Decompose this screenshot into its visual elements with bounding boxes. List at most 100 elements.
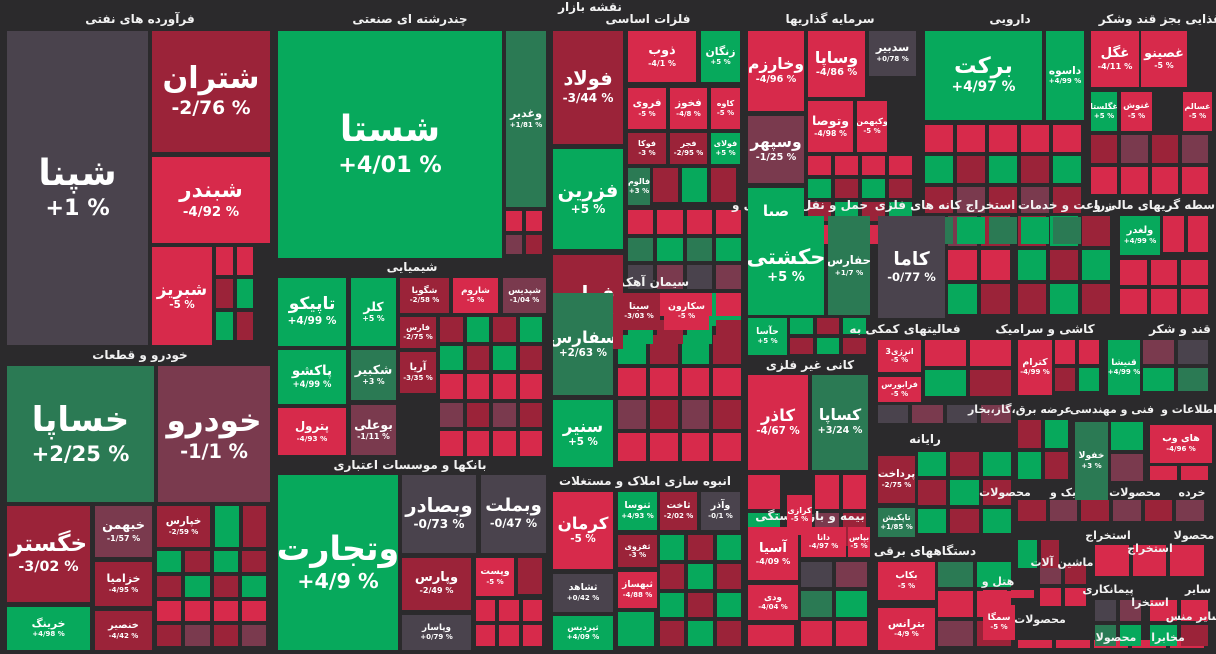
stock-tile[interactable]: ودی -4/04 % — [748, 585, 798, 620]
stock-tile[interactable] — [1150, 260, 1178, 285]
stock-tile[interactable]: وآذر -0/1 % — [701, 492, 740, 530]
stock-tile[interactable] — [242, 506, 266, 547]
stock-tile[interactable] — [1181, 625, 1208, 646]
stock-tile[interactable] — [970, 370, 1011, 396]
stock-tile[interactable] — [466, 402, 489, 428]
stock-tile[interactable] — [716, 621, 741, 646]
stock-tile[interactable] — [957, 125, 985, 152]
stock-tile[interactable]: فوکا -3 % — [628, 133, 666, 164]
stock-tile[interactable] — [1176, 500, 1204, 521]
stock-tile[interactable] — [157, 600, 182, 622]
stock-tile[interactable] — [1181, 166, 1208, 194]
stock-tile[interactable] — [981, 284, 1010, 314]
stock-tile[interactable] — [1120, 289, 1147, 314]
stock-tile[interactable] — [618, 400, 646, 429]
stock-tile[interactable] — [716, 592, 741, 618]
stock-tile[interactable] — [862, 156, 885, 175]
stock-tile[interactable]: زنگان +5 % — [701, 31, 740, 82]
stock-tile[interactable] — [1132, 640, 1166, 648]
stock-tile[interactable] — [1150, 466, 1177, 480]
stock-tile[interactable]: آریا -3/35 % — [400, 352, 436, 393]
stock-tile[interactable] — [1143, 340, 1174, 364]
stock-tile[interactable] — [1187, 216, 1208, 252]
stock-tile[interactable]: شستا +4/01 % — [278, 31, 502, 258]
stock-tile[interactable] — [716, 535, 741, 560]
stock-tile[interactable] — [522, 600, 542, 621]
stock-tile[interactable] — [476, 600, 496, 621]
stock-tile[interactable] — [715, 210, 741, 234]
stock-tile[interactable] — [1056, 640, 1090, 648]
stock-tile[interactable] — [748, 625, 794, 646]
stock-tile[interactable] — [660, 535, 685, 560]
stock-tile[interactable] — [649, 400, 678, 429]
stock-tile[interactable] — [989, 217, 1017, 244]
stock-tile[interactable]: داسوه +4/99 % — [1046, 31, 1084, 120]
stock-tile[interactable] — [440, 317, 463, 342]
stock-tile[interactable]: غسالم -5 % — [1183, 92, 1212, 131]
stock-tile[interactable] — [1177, 340, 1208, 364]
stock-tile[interactable] — [213, 600, 238, 622]
stock-tile[interactable] — [185, 575, 210, 597]
stock-tile[interactable]: سدبیر +0/78 % — [869, 31, 916, 76]
stock-tile[interactable] — [657, 237, 683, 262]
stock-tile[interactable]: وپاسار +0/79 % — [402, 615, 471, 650]
stock-tile[interactable] — [1113, 500, 1141, 521]
stock-tile[interactable] — [618, 432, 646, 461]
stock-tile[interactable] — [843, 318, 866, 334]
stock-tile[interactable] — [1050, 284, 1078, 314]
stock-tile[interactable] — [713, 400, 741, 429]
stock-tile[interactable] — [686, 237, 712, 262]
stock-tile[interactable]: شبریز -5 % — [152, 247, 212, 345]
stock-tile[interactable]: ذوب -4/1 % — [628, 31, 696, 82]
stock-tile[interactable]: کساپا +3/24 % — [812, 375, 868, 470]
stock-tile[interactable]: پرداخت -2/75 % — [878, 456, 915, 503]
stock-tile[interactable]: ثنوسا +4/93 % — [618, 492, 657, 530]
stock-tile[interactable] — [1181, 135, 1208, 163]
stock-tile[interactable] — [918, 452, 947, 477]
stock-tile[interactable] — [519, 374, 542, 399]
stock-tile[interactable] — [657, 210, 683, 234]
stock-tile[interactable] — [185, 625, 210, 646]
stock-tile[interactable] — [1021, 155, 1049, 183]
stock-tile[interactable] — [1021, 217, 1049, 244]
stock-tile[interactable]: های وب -4/96 % — [1150, 425, 1212, 463]
stock-tile[interactable] — [1018, 540, 1037, 568]
stock-tile[interactable] — [493, 431, 516, 456]
stock-tile[interactable] — [157, 625, 182, 646]
stock-tile[interactable] — [1045, 451, 1068, 479]
stock-tile[interactable] — [526, 211, 542, 231]
stock-tile[interactable]: دانا -4/97 % — [801, 527, 846, 557]
stock-tile[interactable] — [981, 250, 1010, 280]
stock-tile[interactable] — [1079, 367, 1099, 391]
stock-tile[interactable] — [1151, 135, 1178, 163]
stock-tile[interactable]: کلر +5 % — [351, 278, 396, 346]
stock-tile[interactable] — [862, 179, 885, 198]
stock-tile[interactable] — [213, 575, 238, 597]
stock-tile[interactable] — [1143, 367, 1174, 391]
stock-tile[interactable] — [660, 621, 685, 646]
stock-tile[interactable] — [713, 367, 741, 396]
stock-tile[interactable] — [715, 320, 741, 344]
stock-tile[interactable]: حآسا +5 % — [748, 318, 787, 355]
stock-tile[interactable]: سمگا -5 % — [983, 605, 1015, 640]
stock-tile[interactable]: تاپکیش +1/85 % — [878, 508, 915, 537]
stock-tile[interactable] — [816, 318, 840, 334]
stock-tile[interactable] — [686, 210, 712, 234]
stock-tile[interactable] — [1018, 640, 1052, 648]
stock-tile[interactable] — [918, 480, 947, 505]
stock-tile[interactable]: حکشتی +5 % — [748, 216, 824, 315]
stock-tile[interactable]: وغدیر +1/81 % — [506, 31, 546, 207]
stock-tile[interactable] — [440, 431, 463, 456]
stock-tile[interactable]: وتجارت +4/9 % — [278, 475, 398, 650]
stock-tile[interactable] — [835, 156, 858, 175]
stock-tile[interactable] — [950, 508, 979, 533]
stock-tile[interactable] — [946, 405, 977, 423]
stock-tile[interactable] — [526, 234, 542, 254]
stock-tile[interactable] — [925, 155, 953, 183]
stock-tile[interactable] — [1040, 565, 1061, 584]
stock-tile[interactable] — [628, 210, 654, 234]
stock-tile[interactable] — [1045, 420, 1068, 448]
stock-tile[interactable] — [950, 452, 979, 477]
stock-tile[interactable] — [157, 551, 182, 572]
stock-tile[interactable] — [493, 374, 516, 399]
